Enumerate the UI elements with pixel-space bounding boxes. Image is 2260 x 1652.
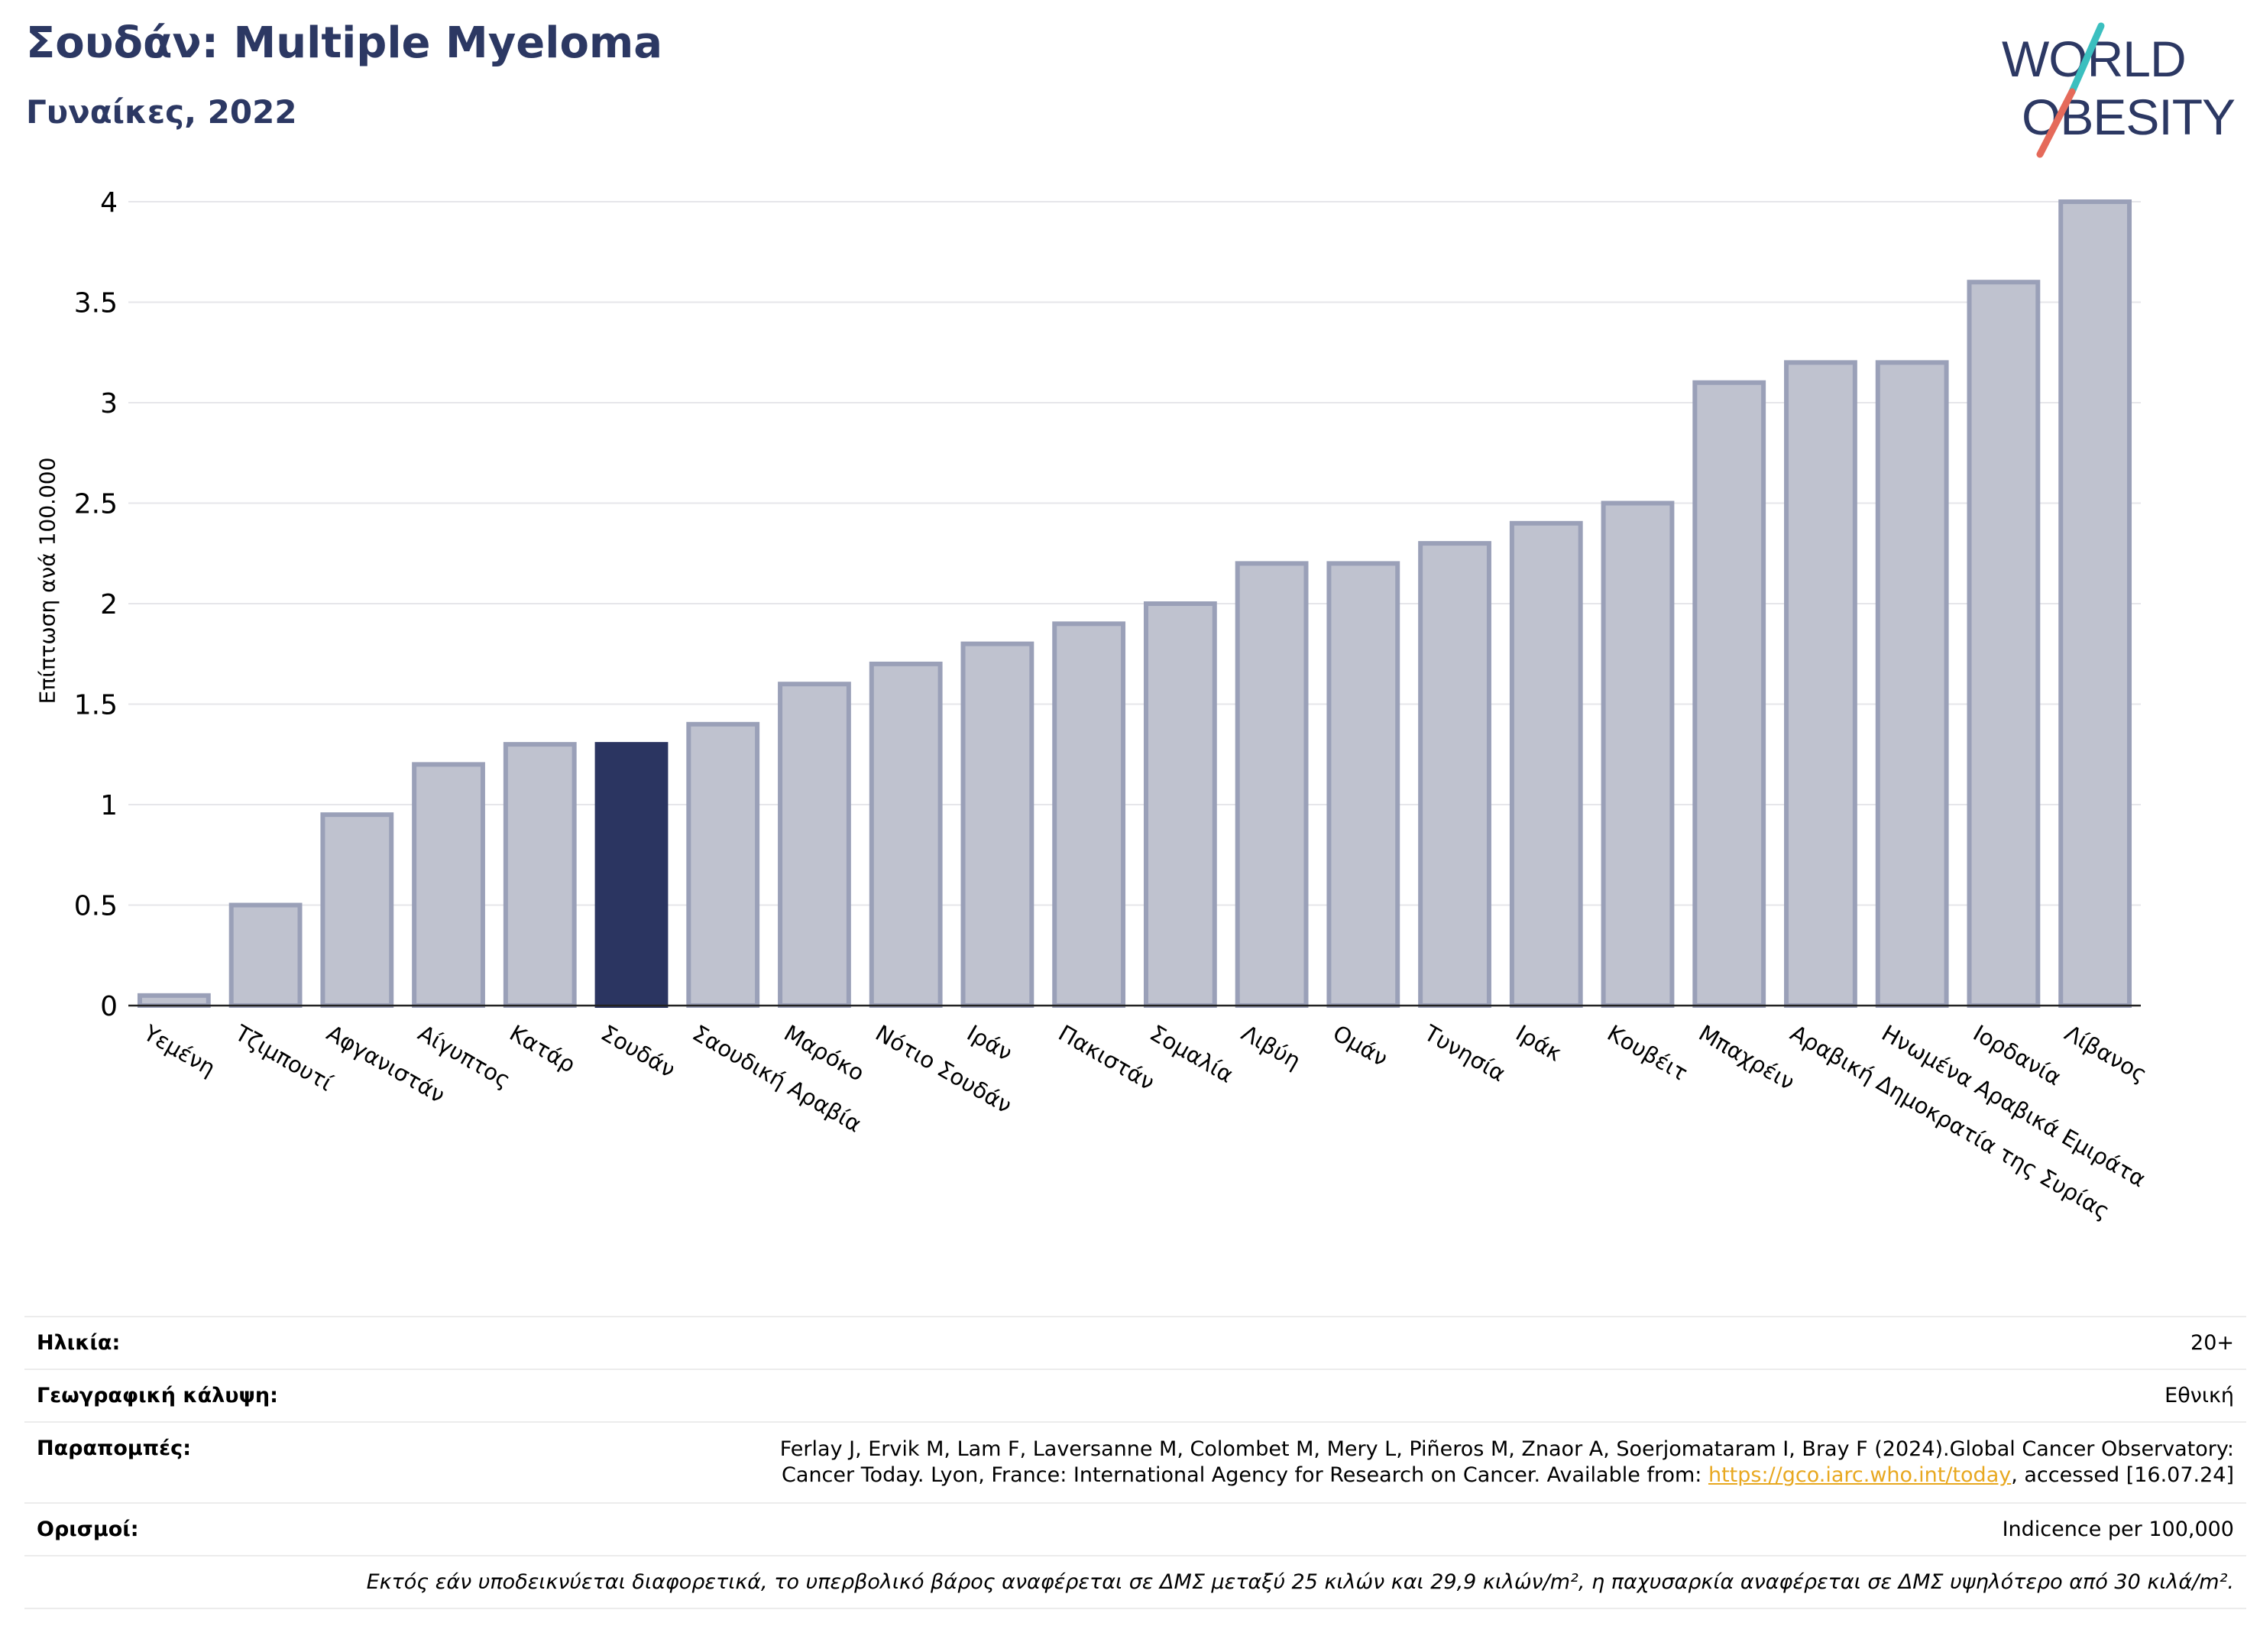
bar-0 (137, 993, 211, 1008)
y-tick-label: 0.5 (74, 891, 118, 922)
x-tick-label: Κατάρ (505, 1020, 580, 1078)
y-tick-label: 4 (100, 187, 118, 219)
bar-17 (1692, 380, 1766, 1008)
y-tick-label: 2 (100, 589, 118, 620)
bar-12 (1235, 561, 1309, 1008)
y-tick-label: 2.5 (74, 489, 118, 520)
x-tick-label: Πακιστάν (1054, 1020, 1159, 1096)
references-value: Ferlay J, Ervik M, Lam F, Laversanne M, … (477, 1437, 2234, 1488)
x-tick-label: Ιράκ (1511, 1020, 1566, 1067)
y-tick-label: 1 (100, 790, 118, 821)
references-line2-text: Cancer Today. Lyon, France: Internationa… (782, 1463, 1708, 1487)
chart-title: Σουδάν: Multiple Myeloma (26, 18, 663, 68)
bar-20 (1967, 280, 2041, 1008)
info-row-note: Εκτός εάν υποδεικνύεται διαφορετικά, το … (24, 1555, 2246, 1609)
age-label: Ηλικία: (37, 1331, 121, 1355)
bar-5 (594, 742, 669, 1008)
bar-10 (1052, 621, 1126, 1008)
x-tick-label: Τζιμπουτί (230, 1019, 337, 1096)
references-accessed: , accessed [16.07.24] (2011, 1463, 2234, 1487)
x-tick-label: Λίβανος (2061, 1020, 2152, 1088)
chart-subtitle: Γυναίκες, 2022 (26, 93, 297, 131)
bars (137, 199, 2132, 1009)
bar-15 (1509, 520, 1583, 1008)
logo-slash-red (2036, 88, 2076, 158)
y-tick-label: 3 (100, 388, 118, 419)
references-link[interactable]: https://gco.iarc.who.int/today (1708, 1463, 2012, 1487)
bar-18 (1784, 360, 1857, 1008)
x-tick-label: Κουβέιτ (1603, 1020, 1692, 1087)
y-tick-label: 0 (100, 991, 118, 1022)
x-tick-label: Ιράν (963, 1020, 1017, 1067)
x-tick-label: Υεμένη (138, 1019, 219, 1081)
x-tick-label: Σομαλία (1145, 1020, 1238, 1088)
info-row-coverage: Γεωγραφική κάλυψη: Εθνική (24, 1369, 2246, 1421)
info-row-references: Παραπομπές: Ferlay J, Ervik M, Lam F, La… (24, 1421, 2246, 1502)
bmi-note: Εκτός εάν υποδεικνύεται διαφορετικά, το … (366, 1570, 2234, 1594)
bar-8 (869, 661, 943, 1009)
bar-21 (2058, 199, 2132, 1008)
bar-7 (778, 682, 851, 1008)
coverage-value: Εθνική (2164, 1384, 2234, 1407)
x-tick-label: Ομάν (1329, 1020, 1392, 1072)
references-label: Παραπομπές: (37, 1437, 191, 1460)
bar-chart: 0 0.5 1 1.5 2 2.5 3 3.5 4 Υεμένη ΤζιμπουτίΑφγανισ… (74, 187, 2152, 1224)
bar-2 (320, 812, 394, 1009)
bar-13 (1326, 561, 1400, 1008)
info-table: Ηλικία: 20+ Γεωγραφική κάλυψη: Εθνική Πα… (24, 1316, 2246, 1609)
y-tick-labels: 0 0.5 1 1.5 2 2.5 3 3.5 4 (74, 187, 118, 1022)
definitions-label: Ορισμοί: (37, 1518, 139, 1541)
x-tick-label: Μπαχρέιν (1695, 1020, 1799, 1096)
coverage-label: Γεωγραφική κάλυψη: (37, 1384, 278, 1407)
y-tick-label: 1.5 (74, 690, 118, 721)
definitions-value: Indicence per 100,000 (2002, 1518, 2234, 1541)
references-line1: Ferlay J, Ervik M, Lam F, Laversanne M, … (779, 1437, 2234, 1461)
logo-slash-teal (2068, 22, 2105, 96)
bar-1 (228, 902, 303, 1008)
x-tick-label: Λιβύη (1237, 1020, 1305, 1074)
age-value: 20+ (2190, 1331, 2234, 1355)
bar-6 (686, 721, 760, 1008)
x-tick-label: Σαουδική Αραβία (688, 1020, 866, 1138)
bar-4 (503, 742, 577, 1008)
world-obesity-logo: WORLD OBESITY (2002, 22, 2236, 158)
bar-11 (1143, 601, 1217, 1008)
x-tick-label: Σουδάν (597, 1020, 680, 1083)
bar-14 (1418, 541, 1491, 1008)
y-tick-label: 3.5 (74, 288, 118, 319)
info-row-age: Ηλικία: 20+ (24, 1316, 2246, 1369)
x-tick-label: Τυνησία (1420, 1019, 1510, 1087)
bar-3 (412, 762, 485, 1009)
bar-16 (1601, 500, 1675, 1008)
references-line2: Cancer Today. Lyon, France: Internationa… (477, 1463, 2234, 1488)
info-row-definitions: Ορισμοί: Indicence per 100,000 (24, 1502, 2246, 1555)
bar-9 (960, 641, 1034, 1008)
bar-19 (1875, 360, 1949, 1008)
